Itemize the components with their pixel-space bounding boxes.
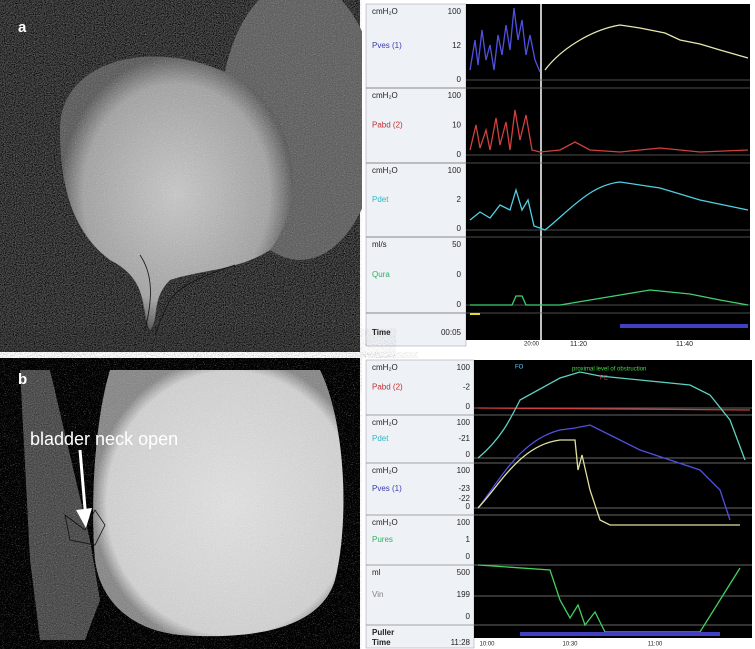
time-tick: 20:00 xyxy=(524,342,540,348)
scale-zero: 0 xyxy=(457,75,462,84)
reading: 10 xyxy=(452,121,461,130)
arrow-head xyxy=(76,508,92,528)
annotation: bladder neck open xyxy=(30,429,178,449)
time-label: Time xyxy=(372,328,391,337)
time-tick: 11:20 xyxy=(570,341,587,348)
unit: cmH₂O xyxy=(372,363,398,372)
traces-a xyxy=(469,7,749,328)
reading: -22 xyxy=(458,494,470,503)
xray-b xyxy=(0,358,360,649)
time-tick: 10:00 xyxy=(479,642,495,648)
scale-zero: 0 xyxy=(466,502,471,511)
unit: cmH₂O xyxy=(372,418,398,427)
scale-max: 100 xyxy=(457,466,471,475)
time-tick: 11:00 xyxy=(648,642,663,648)
reading: 12 xyxy=(452,41,461,50)
time-label: Time xyxy=(372,638,391,647)
row-dividers xyxy=(366,79,750,314)
scale-max: 500 xyxy=(457,568,471,577)
time-tick: 10:30 xyxy=(562,642,578,648)
traces-b xyxy=(477,371,751,636)
outline xyxy=(64,509,106,546)
scale-zero: 0 xyxy=(466,612,471,621)
event-marker: proximal level of obstruction xyxy=(572,367,646,373)
scale-zero: 0 xyxy=(457,224,462,233)
panel-label: a xyxy=(18,19,27,36)
unit: cmH₂O xyxy=(372,166,398,175)
channel-name: Vin xyxy=(372,590,383,599)
row-dividers xyxy=(366,407,752,626)
channel-name: Pves (1) xyxy=(372,484,402,493)
unit: ml xyxy=(372,568,381,577)
scale-max: 100 xyxy=(457,418,471,427)
reading: -21 xyxy=(458,434,470,443)
trace-area xyxy=(466,4,750,340)
arrow xyxy=(78,449,88,521)
unit: cmH₂O xyxy=(372,518,398,527)
scale-zero: 0 xyxy=(457,150,462,159)
scale-max: 100 xyxy=(457,518,471,527)
time-value: 11:28 xyxy=(451,638,471,647)
scale-max: 100 xyxy=(457,363,471,372)
scale-max: 50 xyxy=(452,240,461,249)
label-column xyxy=(365,3,467,347)
xray-a xyxy=(0,0,380,352)
scale-max: 100 xyxy=(448,7,462,16)
unit: ml/s xyxy=(372,240,387,249)
channel-name: Qura xyxy=(372,270,390,279)
channel-name: Pures xyxy=(372,535,393,544)
unit: cmH₂O xyxy=(372,91,398,100)
scale-max: 100 xyxy=(448,91,462,100)
reading: 2 xyxy=(457,195,462,204)
scale-zero: 0 xyxy=(466,402,471,411)
puller-label: Puller xyxy=(372,628,394,637)
label-column xyxy=(365,359,475,649)
panel-label: b xyxy=(18,371,27,388)
unit: cmH₂O xyxy=(372,466,398,475)
time-tick: 11:40 xyxy=(676,341,693,348)
channel-name: Pdet xyxy=(372,195,389,204)
channel-name: Pabd (2) xyxy=(372,121,403,130)
reading: 199 xyxy=(457,590,471,599)
channel-name: Pabd (2) xyxy=(372,383,403,392)
reading: -23 xyxy=(458,484,470,493)
scale-max: 100 xyxy=(448,166,462,175)
outline xyxy=(139,254,236,336)
volume-note: 240ml xyxy=(470,342,486,348)
channel-name: Pves (1) xyxy=(372,41,402,50)
event-marker: PE xyxy=(600,376,608,382)
scale-zero: 0 xyxy=(466,450,471,459)
scale-zero: 0 xyxy=(457,300,462,309)
event-marker: FO xyxy=(515,365,524,371)
channel-name: Pdet xyxy=(372,434,389,443)
scale-zero: 0 xyxy=(466,552,471,561)
unit: cmH₂O xyxy=(372,7,398,16)
reading: -2 xyxy=(463,383,471,392)
trace-area xyxy=(474,360,752,638)
reading: 0 xyxy=(457,270,462,279)
time-value: 00:05 xyxy=(441,328,462,337)
reading: 1 xyxy=(466,535,471,544)
